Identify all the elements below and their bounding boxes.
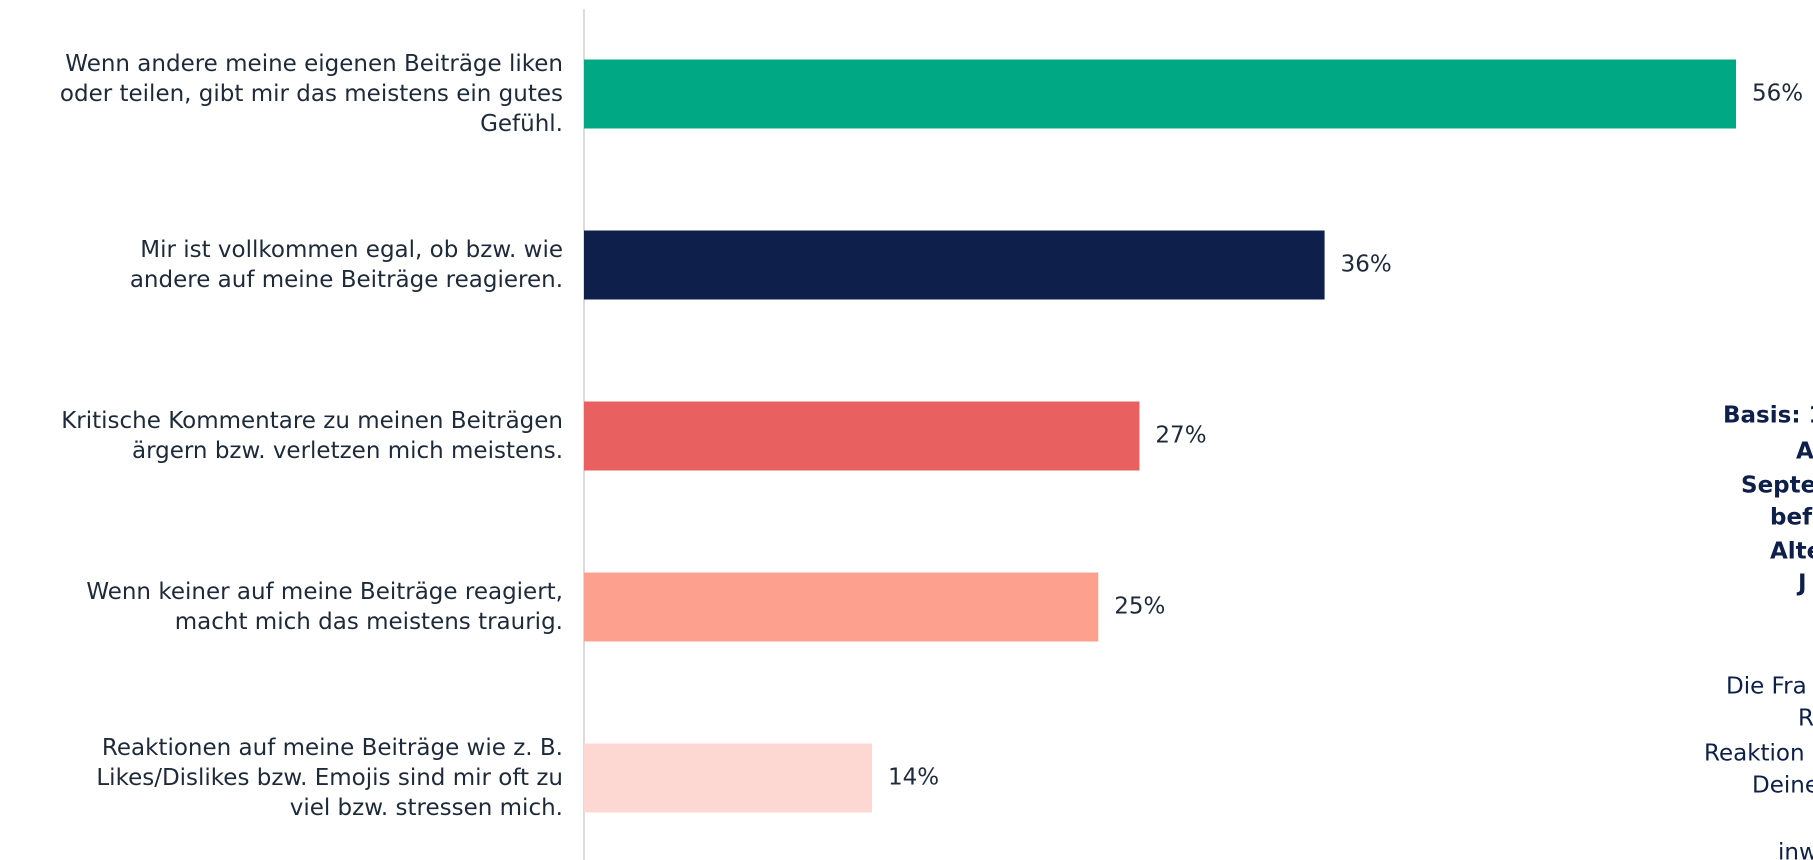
bar	[584, 59, 1736, 129]
category-label: Reaktionen auf meine Beiträge wie z. B. L…	[96, 735, 563, 821]
value-label: 36%	[1341, 252, 1392, 278]
category-label: Kritische Kommentare zu meinen Beiträgen…	[61, 408, 563, 464]
value-label: 27%	[1155, 423, 1206, 449]
value-label: 14%	[888, 765, 939, 791]
note-bold-line: A	[1796, 439, 1813, 465]
category-label: Mir ist vollkommen egal, ob bzw. wie ande…	[130, 237, 563, 293]
value-label: 25%	[1114, 594, 1165, 620]
note-bold-line: Septe	[1741, 473, 1813, 499]
bar	[584, 230, 1325, 300]
note-line: Reaktion	[1704, 741, 1805, 767]
note-bold-line: Basis: 1	[1723, 403, 1813, 429]
note-line: inw	[1778, 840, 1813, 860]
bar	[584, 743, 872, 813]
bar	[584, 572, 1099, 642]
category-label: Wenn keiner auf meine Beiträge reagiert,…	[86, 579, 563, 635]
note-bold-line: Alte	[1770, 539, 1813, 565]
note-line: R	[1798, 706, 1813, 732]
note-bold-line: J	[1796, 571, 1807, 597]
note-bold-line: bef	[1770, 505, 1813, 531]
value-label: 56%	[1752, 81, 1803, 107]
note-line: Die Fra	[1726, 674, 1807, 700]
bar	[584, 401, 1140, 471]
note-line: Deine	[1752, 773, 1813, 799]
category-label: Wenn andere meine eigenen Beiträge liken…	[60, 51, 563, 137]
